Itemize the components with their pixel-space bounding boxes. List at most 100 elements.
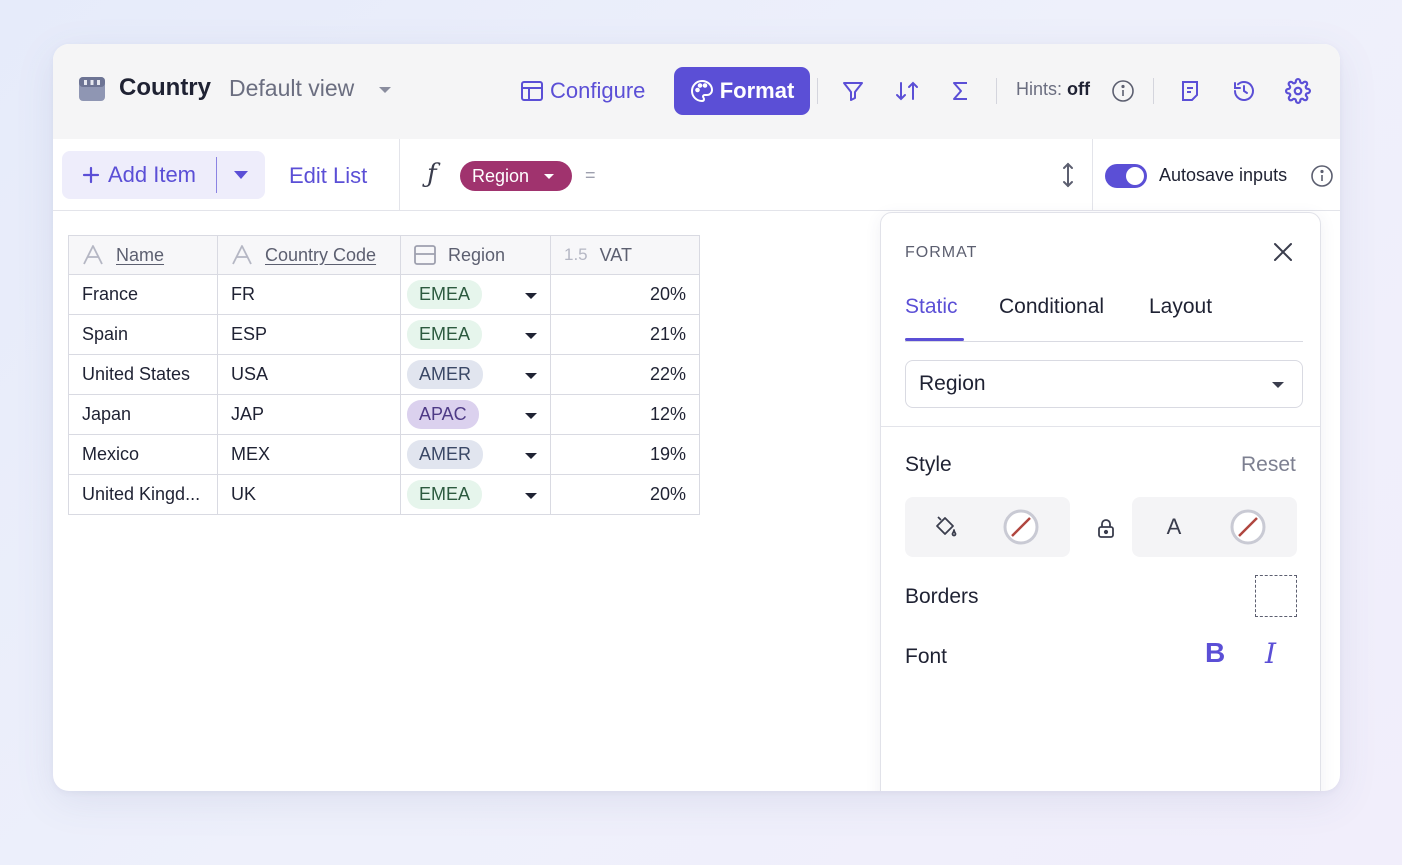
format-tabs: Static Conditional Layout — [905, 291, 1303, 342]
lock-icon[interactable] — [1095, 517, 1117, 539]
table-header-row: Name Country Code — [68, 235, 700, 275]
cell-name[interactable]: Spain — [68, 314, 218, 355]
cell-vat[interactable]: 21% — [550, 314, 700, 355]
italic-toggle[interactable]: I — [1265, 637, 1277, 670]
cell-region[interactable]: EMEA — [400, 274, 551, 315]
chevron-down-icon[interactable] — [525, 453, 537, 459]
toolbar-divider — [1153, 78, 1154, 104]
table-row[interactable]: Spain ESP EMEA 21% — [68, 314, 700, 355]
chevron-down-icon — [544, 174, 554, 179]
document-icon[interactable] — [1176, 77, 1204, 105]
format-label: Format — [719, 78, 795, 103]
add-item-button[interactable]: Add Item — [62, 151, 216, 199]
cell-vat[interactable]: 22% — [550, 354, 700, 395]
cell-country-code[interactable]: MEX — [217, 434, 401, 475]
chevron-down-icon[interactable] — [525, 293, 537, 299]
cell-region[interactable]: AMER — [400, 434, 551, 475]
text-color-group: A — [1132, 497, 1297, 557]
cell-name[interactable]: Japan — [68, 394, 218, 435]
reset-button[interactable]: Reset — [1241, 453, 1296, 476]
plus-icon — [82, 166, 100, 184]
column-select[interactable]: Region — [905, 360, 1303, 408]
cell-country-code[interactable]: JAP — [217, 394, 401, 435]
table-layout-icon — [521, 81, 543, 101]
region-tag: EMEA — [407, 320, 483, 349]
info-icon[interactable] — [1310, 164, 1334, 188]
bold-toggle[interactable]: B — [1205, 637, 1226, 668]
cell-region[interactable]: EMEA — [400, 314, 551, 355]
no-color-icon[interactable] — [1230, 509, 1266, 545]
select-type-icon — [414, 245, 436, 265]
toolbar-divider — [996, 78, 997, 104]
cell-country-code[interactable]: USA — [217, 354, 401, 395]
fill-color-group — [905, 497, 1070, 557]
formula-field-pill[interactable]: Region — [460, 161, 572, 191]
paint-bucket-icon[interactable] — [928, 509, 964, 545]
tab-conditional[interactable]: Conditional — [999, 295, 1105, 318]
column-header-region[interactable]: Region — [400, 235, 551, 275]
hints-toggle[interactable]: Hints: off — [1016, 79, 1090, 100]
view-selector[interactable]: Default view — [229, 75, 355, 101]
cell-region[interactable]: APAC — [400, 394, 551, 435]
cell-vat[interactable]: 20% — [550, 274, 700, 315]
cell-vat[interactable]: 20% — [550, 474, 700, 515]
region-tag: APAC — [407, 400, 479, 429]
hints-label: Hints: — [1016, 79, 1063, 99]
region-tag: AMER — [407, 360, 484, 389]
table-row[interactable]: Mexico MEX AMER 19% — [68, 434, 700, 475]
configure-button[interactable]: Configure — [520, 74, 645, 108]
app-window: Country Default view Configure Format — [53, 44, 1340, 791]
cell-name[interactable]: United States — [68, 354, 218, 395]
configure-label: Configure — [550, 78, 646, 103]
sigma-icon[interactable] — [947, 77, 975, 105]
style-label: Style — [905, 453, 952, 476]
border-style-picker[interactable] — [1255, 575, 1297, 617]
cell-country-code[interactable]: FR — [217, 274, 401, 315]
chevron-down-icon[interactable] — [525, 333, 537, 339]
close-icon[interactable] — [1271, 240, 1295, 264]
add-item-dropdown[interactable] — [217, 151, 265, 199]
chevron-down-icon — [1272, 382, 1284, 388]
edit-list-button[interactable]: Edit List — [289, 163, 368, 188]
info-icon[interactable] — [1109, 77, 1137, 105]
column-header-vat[interactable]: 1.5 VAT — [550, 235, 700, 275]
cell-vat[interactable]: 19% — [550, 434, 700, 475]
cell-country-code[interactable]: UK — [217, 474, 401, 515]
text-color-icon[interactable]: A — [1156, 509, 1192, 545]
cell-vat[interactable]: 12% — [550, 394, 700, 435]
font-label: Font — [905, 645, 948, 668]
panel-divider — [881, 426, 1320, 427]
table-row[interactable]: Japan JAP APAC 12% — [68, 394, 700, 435]
region-tag: EMEA — [407, 480, 483, 509]
gear-icon[interactable] — [1284, 77, 1312, 105]
table-row[interactable]: United States USA AMER 22% — [68, 354, 700, 395]
add-item-label: Add Item — [107, 162, 197, 187]
column-label: VAT — [599, 244, 632, 265]
region-tag: EMEA — [407, 280, 483, 309]
tab-static[interactable]: Static — [905, 295, 958, 318]
sort-icon[interactable] — [893, 77, 921, 105]
expand-vertical-icon[interactable] — [1056, 161, 1080, 189]
cell-name[interactable]: United Kingd... — [68, 474, 218, 515]
table-row[interactable]: France FR EMEA 20% — [68, 274, 700, 315]
table-row[interactable]: United Kingd... UK EMEA 20% — [68, 474, 700, 515]
tab-layout[interactable]: Layout — [1149, 295, 1213, 318]
no-color-icon[interactable] — [1003, 509, 1039, 545]
column-header-country-code[interactable]: Country Code — [217, 235, 401, 275]
cell-region[interactable]: AMER — [400, 354, 551, 395]
toolbar-divider — [1092, 139, 1093, 211]
format-button[interactable]: Format — [674, 67, 810, 115]
cell-name[interactable]: Mexico — [68, 434, 218, 475]
column-header-name[interactable]: Name — [68, 235, 218, 275]
chevron-down-icon[interactable] — [525, 373, 537, 379]
cell-name[interactable]: France — [68, 274, 218, 315]
autosave-toggle[interactable] — [1105, 164, 1147, 188]
chevron-down-icon[interactable] — [379, 87, 391, 93]
chevron-down-icon[interactable] — [525, 493, 537, 499]
cell-region[interactable]: EMEA — [400, 474, 551, 515]
history-icon[interactable] — [1230, 77, 1258, 105]
cell-country-code[interactable]: ESP — [217, 314, 401, 355]
chevron-down-icon[interactable] — [525, 413, 537, 419]
filter-icon[interactable] — [839, 77, 867, 105]
chevron-down-icon — [234, 171, 248, 179]
